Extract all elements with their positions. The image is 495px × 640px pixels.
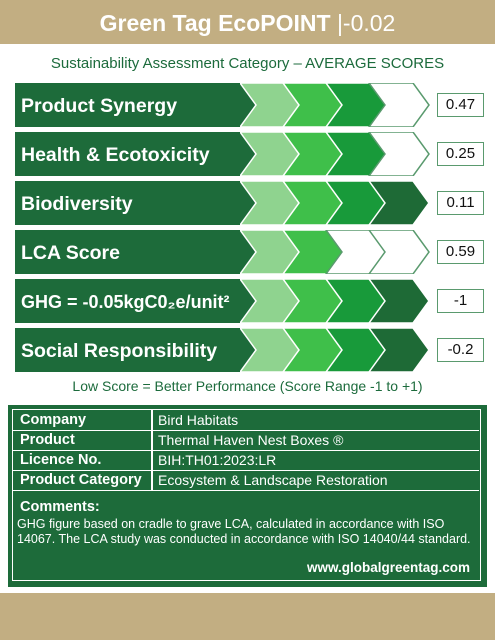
title-code: |-0.02 — [337, 10, 395, 36]
row-label: Health & Ecotoxicity — [21, 132, 210, 178]
row-label: Social Responsibility — [21, 328, 217, 374]
row-label: LCA Score — [21, 230, 120, 276]
score-box: 0.59 — [437, 240, 484, 264]
chevron-arrows-icon — [240, 83, 430, 127]
score-box: 0.11 — [437, 191, 484, 215]
score-row-product-synergy: Product Synergy 0.47 — [0, 83, 495, 127]
score-row-biodiversity: Biodiversity 0.11 — [0, 181, 495, 225]
score-box: 0.47 — [437, 93, 484, 117]
score-table: Product Synergy 0.47 Health & Ecotoxicit… — [0, 83, 495, 373]
score-note: Low Score = Better Performance (Score Ra… — [0, 378, 495, 394]
page-title: Green Tag EcoPOINT |-0.02 — [0, 0, 495, 44]
chevron-arrows-icon — [240, 132, 430, 176]
divider — [151, 470, 153, 491]
row-label-box: Product Synergy — [15, 83, 244, 127]
score-row-social-responsibility: Social Responsibility -0.2 — [0, 328, 495, 372]
row-label: Product Synergy — [21, 83, 177, 129]
info-value: Bird Habitats — [158, 410, 238, 430]
divider — [151, 450, 153, 471]
score-row-health-ecotoxicity: Health & Ecotoxicity 0.25 — [0, 132, 495, 176]
chevron-arrows-icon — [240, 279, 430, 323]
row-label-box: Health & Ecotoxicity — [15, 132, 244, 176]
row-label-box: LCA Score — [15, 230, 244, 274]
score-box: -0.2 — [437, 338, 484, 362]
info-label: Licence No. — [20, 450, 101, 470]
subtitle: Sustainability Assessment Category – AVE… — [0, 55, 495, 72]
score-box: -1 — [437, 289, 484, 313]
row-label-box: Biodiversity — [15, 181, 244, 225]
comments-text: GHG figure based on cradle to grave LCA,… — [17, 517, 472, 547]
row-label: GHG = -0.05kgC0₂e/unit² — [21, 279, 230, 325]
info-panel-border: Company Bird Habitats Product Thermal Ha… — [12, 409, 481, 581]
chevron-arrows-icon — [240, 328, 430, 372]
row-label-box: Social Responsibility — [15, 328, 244, 372]
divider — [151, 430, 153, 451]
info-label: Product Category — [20, 470, 142, 490]
info-value: Thermal Haven Nest Boxes ® — [158, 430, 343, 450]
score-row-lca: LCA Score 0.59 — [0, 230, 495, 274]
chevron-arrows-icon — [240, 181, 430, 225]
title-text: Green Tag EcoPOINT — [100, 10, 331, 36]
info-value: Ecosystem & Landscape Restoration — [158, 470, 388, 490]
info-panel: Company Bird Habitats Product Thermal Ha… — [8, 405, 487, 587]
info-label: Company — [20, 410, 86, 430]
info-row-category: Product Category Ecosystem & Landscape R… — [13, 470, 479, 491]
website-link[interactable]: www.globalgreentag.com — [307, 560, 470, 575]
chevron-arrows-icon — [240, 230, 430, 274]
divider — [151, 410, 153, 431]
row-label-box: GHG = -0.05kgC0₂e/unit² — [15, 279, 244, 323]
bottom-banner — [0, 593, 495, 640]
info-row-product: Product Thermal Haven Nest Boxes ® — [13, 430, 479, 451]
row-label: Biodiversity — [21, 181, 133, 227]
score-row-ghg: GHG = -0.05kgC0₂e/unit² -1 — [0, 279, 495, 323]
score-box: 0.25 — [437, 142, 484, 166]
info-row-company: Company Bird Habitats — [13, 410, 479, 431]
info-value: BIH:TH01:2023:LR — [158, 450, 276, 470]
info-label: Product — [20, 430, 75, 450]
info-row-licence: Licence No. BIH:TH01:2023:LR — [13, 450, 479, 471]
comments-heading: Comments: — [20, 499, 100, 515]
